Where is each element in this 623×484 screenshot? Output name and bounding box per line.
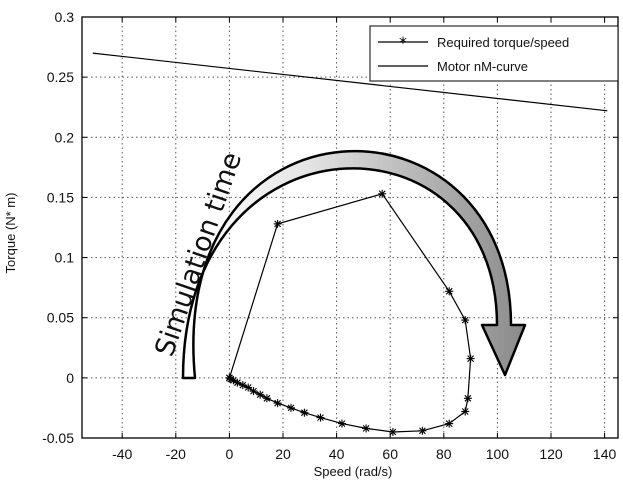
- star-stroke: [461, 408, 469, 415]
- required-torque-point: [287, 403, 295, 412]
- required-torque-point: [262, 394, 271, 403]
- star-stroke: [274, 220, 281, 228]
- x-tick-label: 40: [329, 446, 345, 462]
- required-torque-point: [445, 287, 454, 296]
- legend-marker-required: *: [399, 33, 407, 52]
- required-torque-point: [461, 407, 470, 416]
- required-torque-point: [418, 426, 427, 435]
- required-torque-point: [249, 387, 258, 396]
- y-tick-label: 0.25: [47, 69, 74, 85]
- star-stroke: [301, 409, 308, 417]
- required-torque-point: [461, 316, 470, 325]
- simulation-time-arrow: [181, 149, 527, 380]
- series-layer: [92, 52, 608, 436]
- star-stroke: [239, 381, 247, 389]
- required-torque-point: [225, 373, 234, 382]
- required-torque-point: [445, 419, 454, 428]
- star-stroke: [274, 399, 281, 407]
- y-tick-label: 0.3: [55, 9, 75, 25]
- tick-labels: -40 -20 0 20 40 60 80 100 120 140 -0.05 0 0.05 0.1 0.1…: [42, 9, 616, 462]
- legend: * Required torque/speed Motor nM-curve: [369, 25, 619, 82]
- required-torque-point: [316, 413, 325, 422]
- axes-frame: [81, 16, 619, 439]
- required-torque-point: [300, 408, 309, 417]
- star-stroke: [287, 404, 295, 412]
- x-tick-label: 0: [226, 446, 234, 462]
- x-tick-label: 100: [486, 446, 510, 462]
- star-stroke: [263, 394, 271, 402]
- y-tick-label: -0.05: [42, 430, 74, 446]
- star-stroke: [338, 420, 346, 427]
- y-tick-label: 0: [66, 370, 74, 386]
- star-stroke: [467, 355, 474, 362]
- x-tick-label: 60: [382, 446, 398, 462]
- star-stroke: [419, 427, 426, 435]
- legend-label-required: Required torque/speed: [437, 35, 569, 50]
- star-stroke: [250, 387, 257, 395]
- star-stroke: [464, 394, 472, 402]
- required-torque-point: [338, 419, 346, 428]
- star-stroke: [234, 379, 241, 387]
- required-torque-point: [463, 394, 472, 403]
- required-torque-point: [466, 354, 475, 363]
- x-tick-label: -20: [166, 446, 186, 462]
- x-axis-label: Speed (rad/s): [314, 464, 393, 479]
- star-stroke: [389, 428, 397, 436]
- star-stroke: [445, 420, 453, 427]
- legend-label-motor: Motor nM-curve: [437, 59, 528, 74]
- star-stroke: [378, 190, 386, 198]
- star-stroke: [317, 414, 324, 421]
- legend-box: [369, 25, 619, 82]
- required-torque-point: [256, 390, 265, 399]
- required-torque-point: [273, 219, 282, 228]
- required-torque-point: [273, 399, 282, 408]
- star-stroke: [256, 391, 264, 399]
- star-stroke: [226, 374, 233, 382]
- x-tick-label: 20: [275, 446, 291, 462]
- x-tick-label: 120: [539, 446, 563, 462]
- star-stroke: [445, 287, 453, 295]
- plot-frame: [81, 16, 619, 439]
- required-torque-point: [378, 189, 387, 198]
- required-torque-point: [388, 428, 397, 436]
- y-tick-label: 0.05: [47, 310, 74, 326]
- x-tick-label: 140: [593, 446, 617, 462]
- star-stroke: [461, 316, 469, 324]
- x-tick-label: 80: [436, 446, 452, 462]
- y-tick-label: 0.15: [47, 189, 74, 205]
- required-torque-point: [362, 424, 371, 433]
- motor-nm-curve-line: [92, 52, 608, 112]
- y-tick-label: 0.2: [55, 129, 75, 145]
- x-tick-label: -40: [112, 446, 132, 462]
- star-stroke: [230, 376, 237, 384]
- y-tick-label: 0.1: [55, 250, 75, 266]
- star-stroke: [244, 384, 252, 391]
- required-torque-point: [244, 383, 253, 392]
- star-stroke: [362, 425, 370, 432]
- y-axis-label: Torque (N* m): [3, 193, 18, 274]
